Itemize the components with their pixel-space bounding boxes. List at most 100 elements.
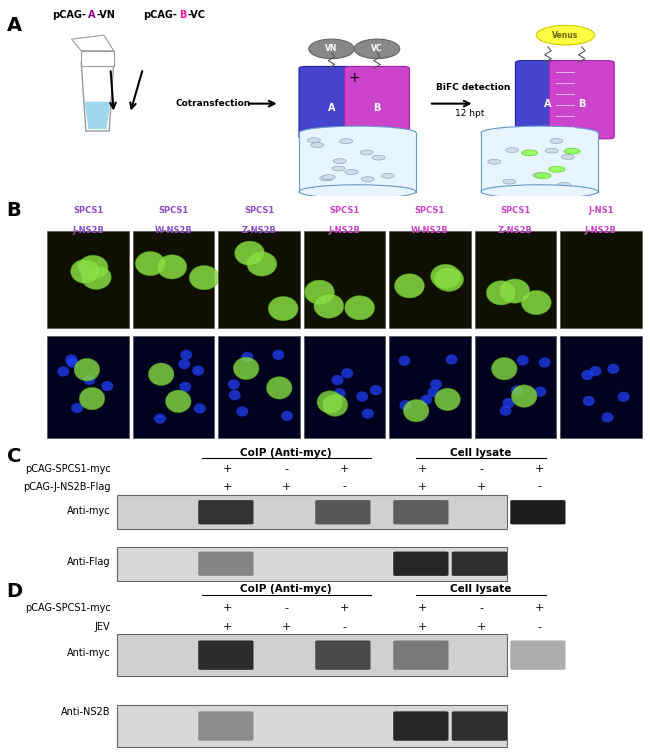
Text: Anti-myc: Anti-myc [67, 506, 111, 516]
Ellipse shape [229, 390, 240, 400]
Bar [304, 336, 385, 438]
Ellipse shape [581, 370, 593, 381]
Ellipse shape [311, 143, 324, 147]
Text: +: + [535, 465, 544, 475]
Ellipse shape [435, 388, 460, 411]
Ellipse shape [148, 363, 174, 386]
Ellipse shape [333, 388, 346, 399]
Ellipse shape [506, 147, 519, 153]
Ellipse shape [370, 385, 382, 396]
Text: BiFC detection: BiFC detection [436, 83, 510, 92]
Ellipse shape [233, 357, 259, 380]
Ellipse shape [486, 280, 516, 305]
Text: CoIP (Anti-myc): CoIP (Anti-myc) [240, 448, 332, 458]
Ellipse shape [420, 395, 432, 405]
Ellipse shape [101, 381, 113, 391]
FancyBboxPatch shape [198, 641, 254, 670]
Ellipse shape [550, 138, 563, 144]
Ellipse shape [590, 366, 601, 376]
Text: +: + [418, 481, 427, 492]
Text: SPCS1: SPCS1 [330, 206, 359, 215]
Ellipse shape [430, 379, 442, 390]
Text: SPCS1: SPCS1 [244, 206, 274, 215]
FancyBboxPatch shape [299, 66, 364, 139]
Text: Cotransfection: Cotransfection [176, 99, 251, 108]
Ellipse shape [511, 385, 523, 396]
Text: pCAG-: pCAG- [143, 10, 177, 20]
Ellipse shape [71, 259, 101, 284]
Bar [304, 232, 385, 329]
Text: -: - [343, 623, 346, 632]
Bar [81, 51, 114, 66]
Ellipse shape [235, 241, 265, 265]
Ellipse shape [266, 377, 292, 399]
Text: pCAG-J-NS2B-Flag: pCAG-J-NS2B-Flag [23, 481, 110, 492]
Text: Cell lysate: Cell lysate [450, 584, 512, 594]
Ellipse shape [299, 126, 416, 140]
Ellipse shape [618, 392, 630, 402]
Text: -VC: -VC [187, 10, 205, 20]
Text: +: + [223, 623, 232, 632]
Text: +: + [348, 71, 360, 85]
Ellipse shape [194, 403, 206, 414]
Text: -: - [538, 481, 541, 492]
Ellipse shape [192, 365, 204, 376]
Ellipse shape [189, 265, 219, 290]
Ellipse shape [491, 357, 517, 380]
Polygon shape [81, 62, 114, 131]
Ellipse shape [341, 368, 353, 378]
Ellipse shape [314, 294, 344, 318]
Ellipse shape [360, 150, 373, 155]
Ellipse shape [545, 148, 558, 153]
Ellipse shape [502, 398, 515, 408]
FancyBboxPatch shape [393, 641, 448, 670]
Text: Z-NS2B: Z-NS2B [242, 226, 276, 235]
Text: +: + [223, 465, 232, 475]
Ellipse shape [361, 177, 374, 182]
Bar [389, 336, 471, 438]
Ellipse shape [180, 350, 192, 360]
Text: +: + [223, 603, 232, 614]
Text: SPCS1: SPCS1 [73, 206, 103, 215]
FancyBboxPatch shape [393, 551, 448, 576]
Ellipse shape [237, 406, 248, 417]
Ellipse shape [539, 357, 551, 368]
Text: VN: VN [325, 44, 338, 53]
Text: +: + [418, 465, 427, 475]
Bar [117, 547, 507, 581]
Bar [47, 336, 129, 438]
Ellipse shape [607, 364, 619, 374]
Bar [299, 133, 416, 192]
Bar [117, 705, 507, 747]
Text: D: D [6, 583, 23, 602]
Text: 12 hpt: 12 hpt [455, 109, 484, 118]
Text: pCAG-SPCS1-myc: pCAG-SPCS1-myc [25, 603, 110, 614]
Text: B: B [373, 102, 381, 113]
Text: pCAG-SPCS1-myc: pCAG-SPCS1-myc [25, 465, 110, 475]
Polygon shape [72, 35, 114, 51]
Ellipse shape [332, 166, 345, 171]
Ellipse shape [517, 355, 528, 365]
Ellipse shape [536, 26, 595, 45]
Ellipse shape [549, 166, 565, 172]
FancyBboxPatch shape [315, 500, 370, 524]
Ellipse shape [354, 39, 400, 59]
Ellipse shape [322, 394, 348, 417]
Ellipse shape [268, 296, 298, 320]
Ellipse shape [322, 174, 335, 180]
Bar [474, 232, 556, 329]
Ellipse shape [228, 379, 240, 390]
Ellipse shape [332, 375, 343, 385]
Ellipse shape [81, 265, 111, 290]
FancyBboxPatch shape [344, 66, 410, 139]
Ellipse shape [166, 390, 191, 413]
Text: Anti-Flag: Anti-Flag [67, 557, 111, 567]
Ellipse shape [481, 185, 598, 199]
Text: -: - [538, 623, 541, 632]
Text: Anti-myc: Anti-myc [67, 648, 111, 659]
Text: SPCS1: SPCS1 [415, 206, 445, 215]
Ellipse shape [178, 359, 190, 369]
Ellipse shape [403, 399, 429, 422]
Ellipse shape [307, 138, 320, 143]
Ellipse shape [601, 412, 614, 423]
